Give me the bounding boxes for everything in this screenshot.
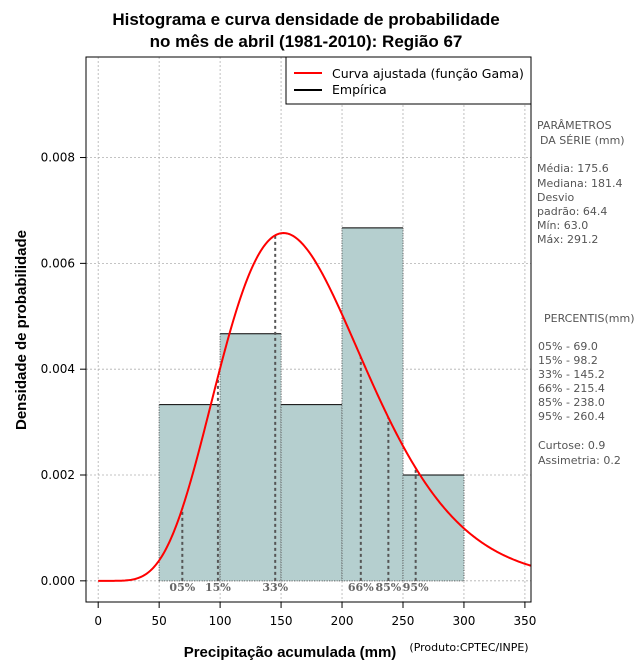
params-title-1: PARÂMETROS [537, 119, 612, 132]
percentile-label-5: 95% [403, 581, 429, 594]
chart-title-line2: no mês de abril (1981-2010): Região 67 [150, 32, 463, 51]
percentile-label-3: 66% [348, 581, 374, 594]
percentile-label-0: 05% [169, 581, 195, 594]
x-axis-label: Precipitação acumulada (mm) [184, 644, 397, 660]
x-tick-label-0: 0 [94, 614, 102, 628]
param-desvio-1: Desvio [537, 191, 575, 204]
curtose: Curtose: 0.9 [538, 439, 605, 452]
series-parameters-panel: PARÂMETROS DA SÉRIE (mm) Média: 175.6 Me… [537, 119, 625, 246]
x-tick-label-7: 350 [513, 614, 536, 628]
histogram-bar-3 [342, 227, 403, 581]
chart-title-line1: Histograma e curva densidade de probabil… [112, 10, 499, 29]
x-tick-label-1: 50 [152, 614, 167, 628]
gamma-fit-curve [98, 232, 532, 582]
histogram-bars [158, 227, 465, 582]
y-tick-label-0: 0.000 [41, 574, 75, 588]
legend: Curva ajustada (função Gama) Empírica [285, 56, 532, 105]
legend-label-gamma: Curva ajustada (função Gama) [332, 66, 524, 81]
param-mediana: Mediana: 181.4 [537, 177, 622, 190]
param-max: Máx: 291.2 [537, 233, 598, 246]
y-tick-label-2: 0.004 [41, 362, 75, 376]
param-desvio-2: padrão: 64.4 [537, 205, 607, 218]
percentil-05: 05% - 69.0 [538, 340, 598, 353]
axes [80, 157, 526, 608]
histogram-bar-2 [281, 404, 343, 581]
x-tick-label-2: 100 [209, 614, 232, 628]
legend-label-empirical: Empírica [332, 82, 387, 97]
x-tick-label-4: 200 [331, 614, 354, 628]
percentiles-panel: PERCENTIS(mm) 05% - 69.0 15% - 98.2 33% … [538, 312, 635, 467]
percentil-66: 66% - 215.4 [538, 382, 605, 395]
percentis-title: PERCENTIS(mm) [544, 312, 635, 325]
product-credit: (Produto:CPTEC/INPE) [409, 641, 528, 654]
percentil-15: 15% - 98.2 [538, 354, 598, 367]
y-tick-label-4: 0.008 [41, 151, 75, 165]
percentile-label-1: 15% [205, 581, 231, 594]
x-tick-label-5: 250 [392, 614, 415, 628]
percentile-label-2: 33% [262, 581, 288, 594]
param-min: Mín: 63.0 [537, 219, 588, 232]
y-axis-label: Densidade de probabilidade [13, 230, 30, 430]
x-tick-label-3: 150 [270, 614, 293, 628]
params-title-2: DA SÉRIE (mm) [540, 134, 625, 147]
histogram-bar-1 [220, 333, 282, 581]
y-tick-label-3: 0.006 [41, 256, 75, 270]
histogram-bar-4 [402, 475, 464, 581]
percentil-95: 95% - 260.4 [538, 410, 605, 423]
percentile-lines: 05% 15% 33% 66% 85% 95% [169, 235, 429, 594]
gamma-curve-layer [98, 232, 532, 582]
param-media: Média: 175.6 [537, 162, 609, 175]
percentile-label-4: 85% [375, 581, 401, 594]
histogram-bar-0 [159, 404, 221, 581]
legend-box [285, 56, 532, 105]
y-tick-label-1: 0.002 [41, 468, 75, 482]
percentil-85: 85% - 238.0 [538, 396, 605, 409]
tick-labels: 0 50 100 150 200 250 300 350 0.000 0.002 0.004 0.00… [41, 151, 537, 628]
assimetria: Assimetria: 0.2 [538, 454, 621, 467]
percentil-33: 33% - 145.2 [538, 368, 605, 381]
x-tick-label-6: 300 [452, 614, 475, 628]
